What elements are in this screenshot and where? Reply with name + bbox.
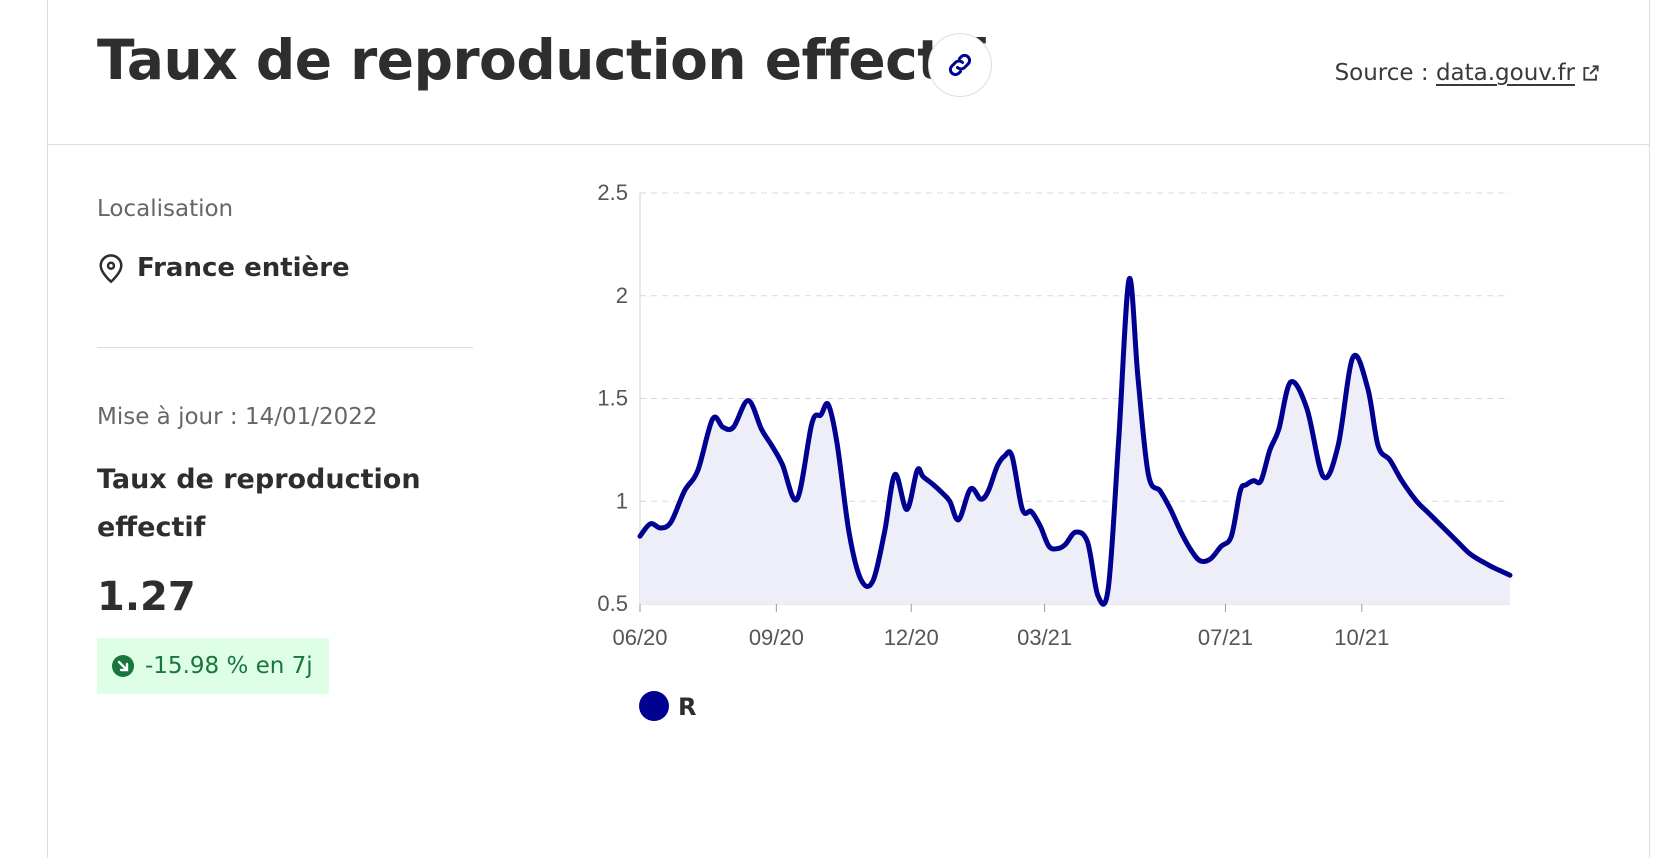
- source-link-text: data.gouv.fr: [1435, 60, 1575, 86]
- x-tick-label: 03/21: [1017, 625, 1072, 650]
- map-pin-icon: [99, 254, 123, 284]
- series-line-r: [637, 276, 1513, 607]
- source-link[interactable]: data.gouv.fr: [1436, 60, 1601, 86]
- y-tick-label: 1.5: [597, 386, 628, 411]
- trend-text: -15.98 % en 7j: [145, 653, 313, 679]
- external-link-icon: [1583, 65, 1599, 81]
- x-tick-label: 12/20: [884, 625, 939, 650]
- trend-badge: -15.98 % en 7j: [97, 638, 329, 694]
- update-date: Mise à jour : 14/01/2022: [97, 404, 378, 430]
- copy-link-button[interactable]: [928, 33, 992, 97]
- x-tick-label: 09/20: [749, 625, 804, 650]
- metric-label: Taux de reproduction effectif: [97, 464, 421, 543]
- card-header: Taux de reproduction effectif Source : d…: [48, 0, 1649, 145]
- location-label: Localisation: [97, 196, 234, 222]
- arrow-down-right-icon: [112, 655, 134, 677]
- x-tick-label: 10/21: [1334, 625, 1389, 650]
- y-tick-label: 1: [616, 488, 628, 513]
- legend-marker-r: [639, 691, 669, 721]
- location-value: France entière: [97, 252, 350, 284]
- series-layer: [637, 276, 1513, 607]
- metric-value: 1.27: [97, 574, 196, 620]
- indicator-card: Taux de reproduction effectif Source : d…: [47, 0, 1650, 858]
- y-tick-label: 0.5: [597, 591, 628, 616]
- series-area-r: [640, 278, 1510, 605]
- legend-label-r: R: [678, 693, 696, 721]
- source-prefix: Source :: [1334, 60, 1436, 86]
- x-tick-label: 07/21: [1198, 625, 1253, 650]
- location-value-text: France entière: [137, 253, 350, 283]
- source-line: Source : data.gouv.fr: [1335, 60, 1601, 86]
- x-tick-label: 06/20: [612, 625, 667, 650]
- legend: R: [639, 691, 696, 721]
- divider: [97, 347, 473, 348]
- page-title: Taux de reproduction effectif: [97, 28, 985, 92]
- y-tick-label: 2: [616, 283, 628, 308]
- link-icon: [948, 53, 972, 77]
- chart-svg: 0.5 1 1.5 2 2.5 06/20 09/20 12/20 03/21 07/21 10/2…: [597, 180, 1513, 721]
- chart: 0.5 1 1.5 2 2.5 06/20 09/20 12/20 03/21 07/21 10/2…: [588, 178, 1674, 798]
- y-tick-label: 2.5: [597, 180, 628, 205]
